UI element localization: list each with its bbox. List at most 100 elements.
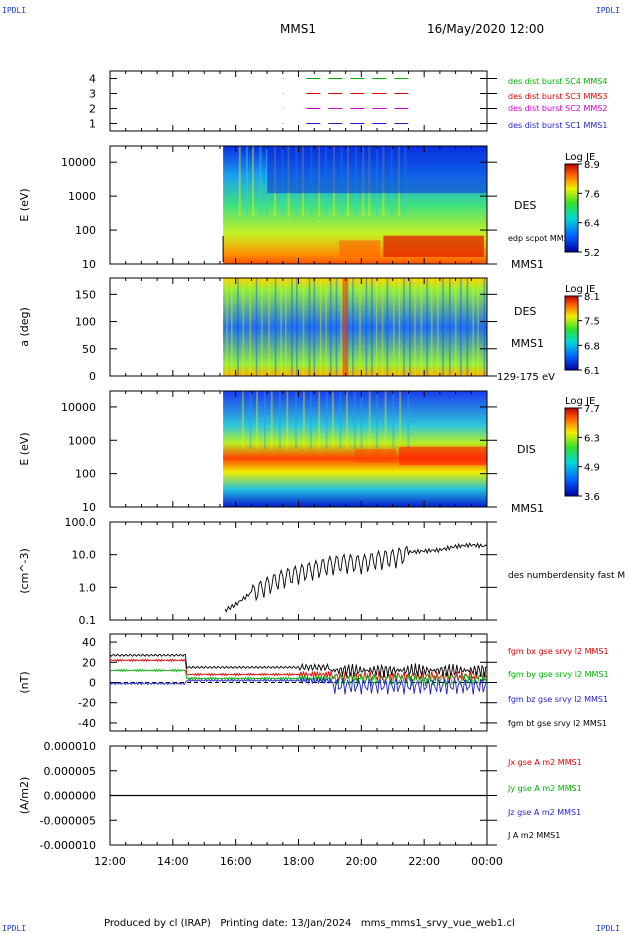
y-tick-label: 0 xyxy=(89,677,96,690)
time-tick-label: 14:00 xyxy=(157,855,189,868)
spectrogram-band xyxy=(226,278,228,376)
spacecraft-label: MMS1 xyxy=(511,502,544,515)
spectrogram-band xyxy=(368,391,371,449)
colorbar-tick-label: 5.2 xyxy=(584,248,600,259)
spectrogram-band xyxy=(280,278,282,376)
spacecraft-title: MMS1 xyxy=(280,22,316,36)
colorbar-tick-label: 3.6 xyxy=(584,492,600,503)
spectrogram-band xyxy=(319,278,322,376)
colorbar-title-1: Log JE xyxy=(565,152,595,163)
spectrogram-band xyxy=(346,278,349,376)
spectrogram-band xyxy=(414,278,416,376)
colorbar-1 xyxy=(564,163,579,253)
spectrogram-band xyxy=(392,391,395,449)
spectrogram-band xyxy=(335,278,338,376)
colorbar-title-2: Log JE xyxy=(565,284,595,295)
legend-burst-sc3: des dist burst SC3 MMS3 xyxy=(508,92,607,101)
spectrogram-band xyxy=(384,391,387,449)
time-tick-label: 20:00 xyxy=(345,855,377,868)
time-tick-label: 12:00 xyxy=(94,855,126,868)
b-field-line-2 xyxy=(109,675,488,695)
y-tick-label: -0.000005 xyxy=(40,814,96,827)
spectrogram-band xyxy=(308,278,311,376)
spectrogram-band xyxy=(279,391,281,449)
panel-frame-4 xyxy=(109,521,488,621)
colorbar-tick-label: 6.1 xyxy=(584,366,600,377)
y-tick-label: 1000 xyxy=(68,190,96,203)
spectrogram-band xyxy=(339,391,342,449)
spectrogram-2 xyxy=(223,278,487,376)
spectrogram-band xyxy=(255,278,258,376)
spacecraft-label: MMS1 xyxy=(511,258,544,271)
spectrogram-band xyxy=(477,278,479,376)
energy-range-label: 129-175 eV xyxy=(497,372,555,383)
y-axis-label-4: (cm^-3) xyxy=(18,548,31,594)
footer-credits: Produced by cl (IRAP) Printing date: 13/… xyxy=(104,918,515,929)
date-title: 16/May/2020 12:00 xyxy=(427,22,545,36)
spectrogram-band xyxy=(249,278,252,376)
spectrogram-band xyxy=(309,391,312,449)
b-field-line-1 xyxy=(109,668,488,687)
time-tick-label: 00:00 xyxy=(471,855,503,868)
spectrogram-band xyxy=(381,278,384,376)
spectrogram-band xyxy=(393,278,395,376)
y-tick-label: 100.0 xyxy=(65,516,97,529)
spectrogram-band xyxy=(242,278,245,376)
y-tick-label: 100 xyxy=(75,224,96,237)
y-tick-label: -20 xyxy=(78,697,96,710)
spectrogram-band xyxy=(460,278,462,376)
legend-burst-sc4: des dist burst SC4 MMS4 xyxy=(508,77,607,86)
y-axis-label-6: (A/m2) xyxy=(18,777,31,815)
spectrogram-band xyxy=(256,391,258,449)
y-tick-label: 3 xyxy=(89,88,96,101)
spectrogram-band xyxy=(238,146,241,217)
spectrogram-band xyxy=(371,278,373,376)
y-tick-label: 10 xyxy=(82,258,96,271)
legend-current: J A m2 MMS1 xyxy=(507,831,560,840)
spectrogram-band xyxy=(285,278,287,376)
spectrogram-band xyxy=(302,278,305,376)
y-tick-label: 2 xyxy=(89,103,96,116)
spectrogram-band xyxy=(346,391,348,449)
spectrogram-band xyxy=(399,391,402,449)
spectrogram-band xyxy=(318,391,321,449)
y-tick-label: 10.0 xyxy=(72,549,97,562)
colorbar-tick-label: 6.8 xyxy=(584,341,600,352)
spectrogram-band xyxy=(409,278,411,376)
y-tick-label: 1000 xyxy=(68,434,96,447)
spectrogram-band xyxy=(325,278,328,376)
spectrogram-band xyxy=(365,278,368,376)
spectrogram-band xyxy=(261,278,263,376)
y-tick-label: 0.000010 xyxy=(44,740,97,753)
spectrogram-band xyxy=(296,278,298,376)
spectrogram-band xyxy=(375,278,378,376)
colorbar-tick-label: 6.4 xyxy=(584,219,600,230)
legend-burst-sc1: des dist burst SC1 MMS1 xyxy=(508,121,607,130)
y-axis-label-2: a (deg) xyxy=(18,307,31,347)
spectrogram-band xyxy=(251,146,254,217)
corner-tag-top-left: IPDLI xyxy=(2,6,27,15)
spectrogram-band xyxy=(448,278,451,376)
colorbar-tick-label: 6.3 xyxy=(584,433,600,444)
spectrogram-band xyxy=(342,278,348,376)
legend-burst-sc2: des dist burst SC2 MMS2 xyxy=(508,104,607,113)
panel-frame-0 xyxy=(109,70,488,132)
spectrogram-band xyxy=(398,278,401,376)
spectrogram-band xyxy=(355,449,396,463)
colorbar-3 xyxy=(564,407,579,497)
y-tick-label: 4 xyxy=(89,73,96,86)
species-label-des-pitch: DES xyxy=(514,305,536,318)
colorbar-tick-label: 7.5 xyxy=(584,317,600,328)
spectrogram-band xyxy=(399,446,487,466)
spectrogram-band xyxy=(267,146,487,194)
legend-current: Jz gse A m2 MMS1 xyxy=(507,808,581,817)
spectrogram-band xyxy=(353,391,356,449)
time-tick-label: 22:00 xyxy=(408,855,440,868)
y-tick-label: -40 xyxy=(78,717,96,730)
spectrogram-band xyxy=(483,278,486,376)
spectrogram-band xyxy=(437,278,439,376)
spectrogram-band xyxy=(268,278,270,376)
spectrogram-band xyxy=(442,278,444,376)
colorbar-tick-label: 4.9 xyxy=(584,463,600,474)
colorbar-title-3: Log JE xyxy=(565,396,595,407)
